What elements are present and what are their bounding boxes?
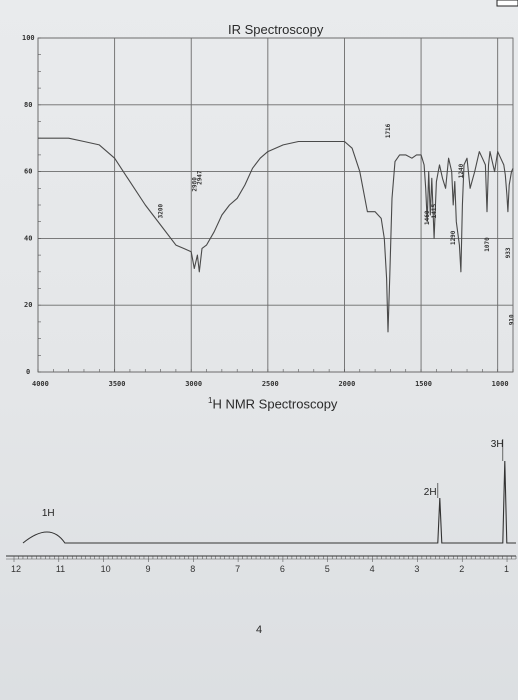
ir-x-tick-1000: 1000 — [492, 380, 509, 388]
nmr-x-tick-9: 9 — [145, 564, 150, 574]
ir-y-tick-40: 40 — [24, 234, 32, 242]
ir-peak-label-1716: 1716 — [385, 123, 392, 138]
page-corner-box — [496, 0, 518, 7]
nmr-x-tick-4: 4 — [370, 564, 375, 574]
nmr-x-tick-10: 10 — [101, 564, 111, 574]
nmr-x-tick-11: 11 — [56, 564, 65, 574]
ir-y-tick-100: 100 — [22, 34, 35, 42]
ir-x-tick-2000: 2000 — [338, 380, 355, 388]
nmr-x-tick-3: 3 — [414, 564, 419, 574]
nmr-chart: 12 11 10 9 8 7 6 5 4 3 2 1 1H 2H 3H — [6, 439, 517, 574]
ir-y-tick-60: 60 — [24, 168, 32, 176]
nmr-x-tick-2: 2 — [459, 564, 464, 574]
ir-peak-label-933: 933 — [505, 247, 512, 258]
nmr-integration-1H: 1H — [42, 508, 55, 519]
ir-x-tick-1500: 1500 — [415, 380, 432, 388]
nmr-spectrum-line — [22, 460, 516, 544]
ir-y-tick-80: 80 — [24, 101, 32, 109]
nmr-x-tick-7: 7 — [235, 564, 240, 574]
ir-x-tick-2500: 2500 — [262, 380, 279, 388]
ir-peak-label-1240: 1240 — [458, 163, 465, 178]
ir-peak-label-2980: 2980 — [191, 177, 198, 192]
ir-plot-frame — [37, 37, 514, 373]
ir-x-tick-3500: 3500 — [109, 380, 126, 388]
ir-y-tick-0: 0 — [26, 368, 30, 376]
ir-peak-label-1460: 1460 — [424, 210, 431, 225]
ir-y-tick-20: 20 — [24, 301, 32, 309]
ir-peak-label-1415: 1415 — [431, 203, 438, 218]
ir-peak-label-1290: 1290 — [450, 230, 457, 245]
nmr-x-tick-5: 5 — [325, 564, 330, 574]
nmr-x-tick-6: 6 — [280, 564, 285, 574]
nmr-x-tick-1: 1 — [504, 564, 509, 574]
ir-peak-label-1070: 1070 — [484, 237, 491, 252]
nmr-integration-2H: 2H — [424, 487, 437, 498]
ir-peak-label-910: 910 — [508, 314, 515, 325]
ir-x-tick-4000: 4000 — [32, 380, 49, 388]
ir-chart-title: IR Spectroscopy — [228, 22, 324, 37]
nmr-x-tick-12: 12 — [11, 564, 21, 574]
nmr-integration-3H: 3H — [491, 439, 504, 450]
ir-peak-label-2947: 2947 — [196, 170, 203, 185]
nmr-chart-title: 1H NMR Spectroscopy — [208, 396, 337, 411]
nmr-title-superscript: 1 — [208, 396, 213, 405]
nmr-title-main: H NMR Spectroscopy — [212, 396, 338, 412]
nmr-x-tick-8: 8 — [190, 564, 195, 574]
ir-x-tick-3000: 3000 — [185, 380, 202, 388]
ir-spectrum-line — [38, 137, 514, 333]
page-number: 4 — [256, 624, 263, 636]
ir-peak-label-3200: 3200 — [158, 203, 165, 218]
ir-chart: 4000 3500 3000 2500 2000 1500 1000 100 80 60 40 20 0… — [22, 34, 515, 388]
